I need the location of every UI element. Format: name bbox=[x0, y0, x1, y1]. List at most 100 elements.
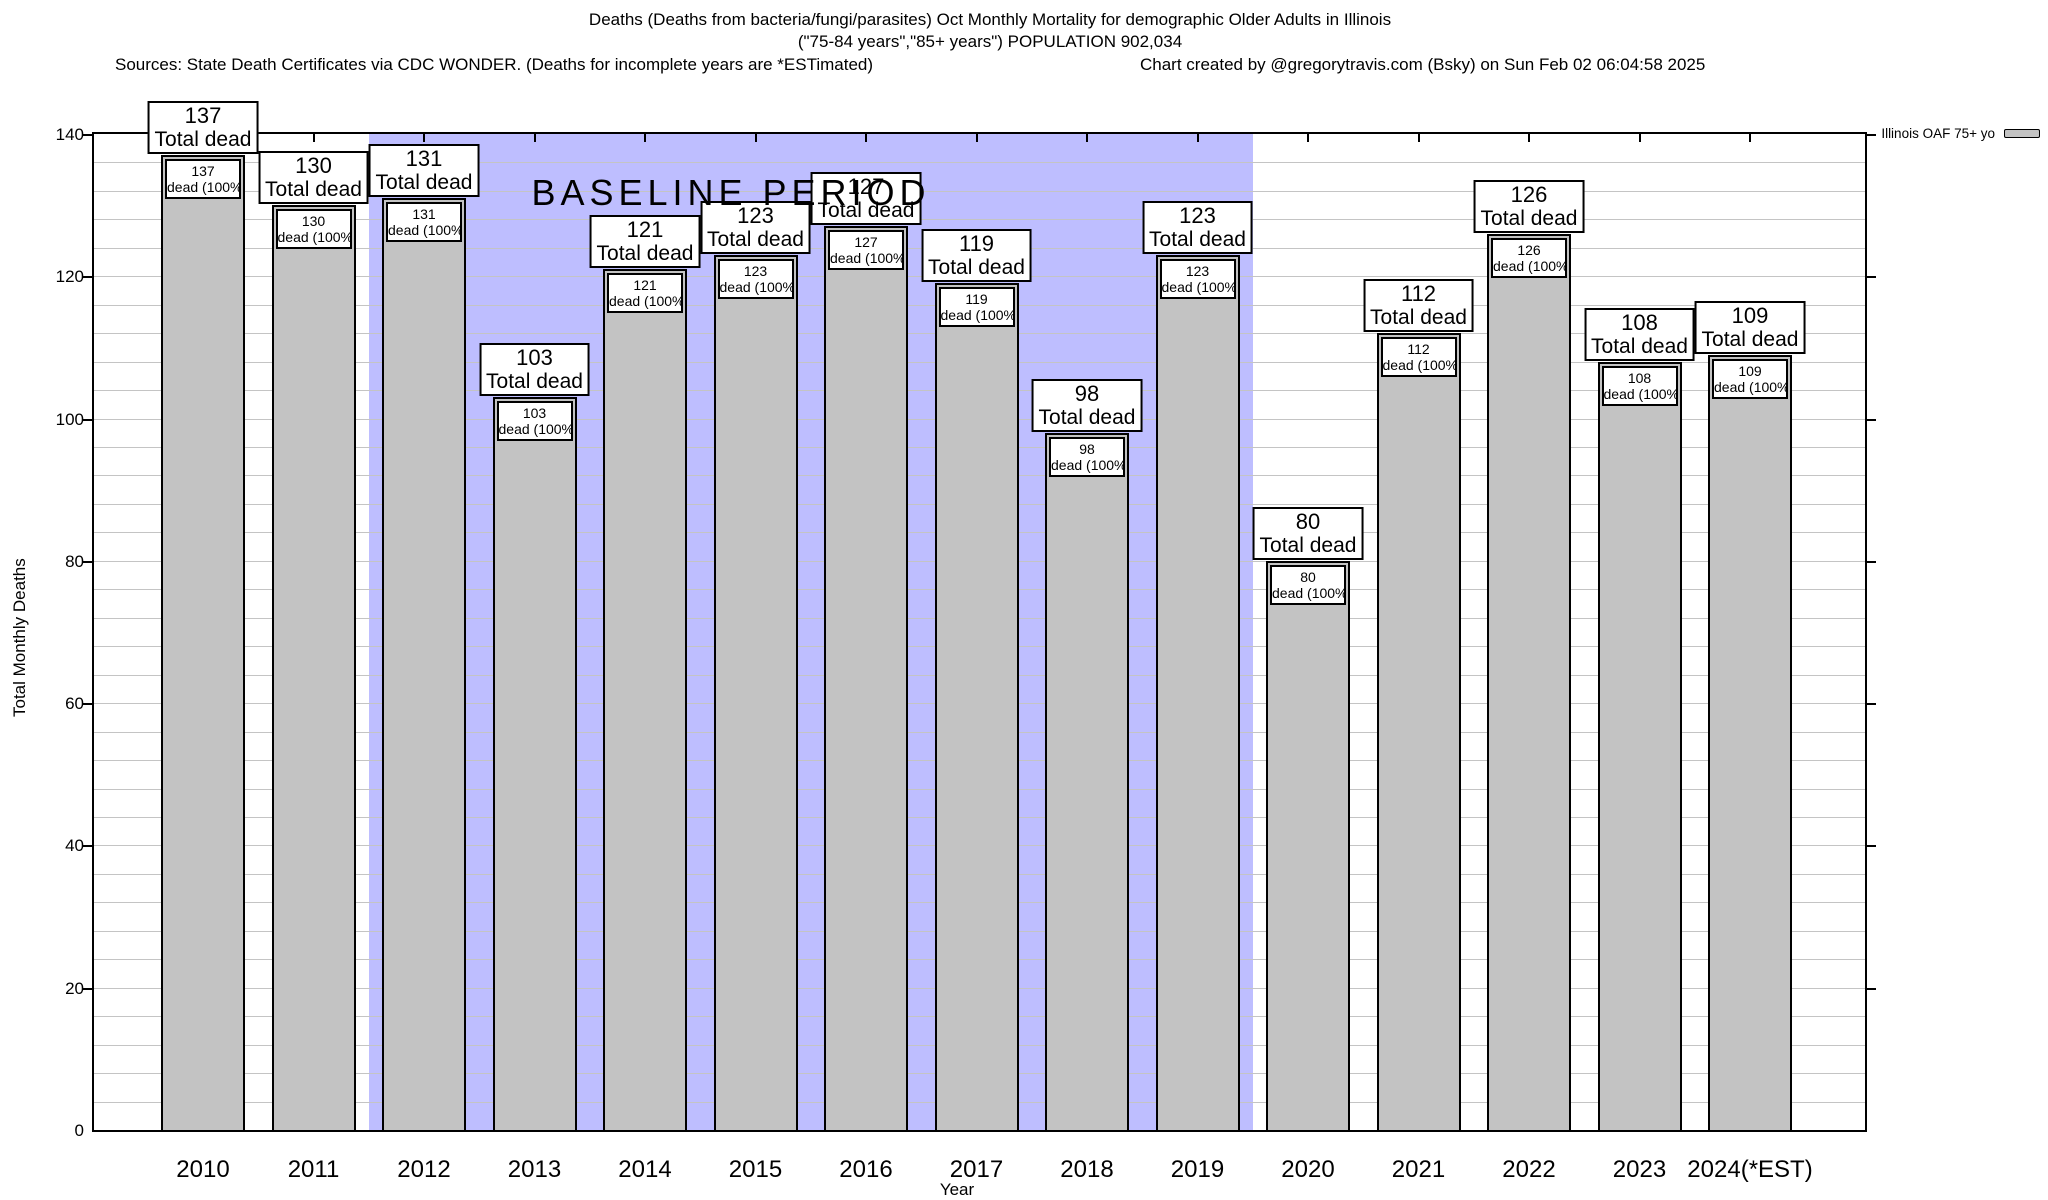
bar-inner-suffix: dead (100%) bbox=[1714, 378, 1788, 395]
y-tick-left bbox=[83, 134, 92, 136]
y-tick-right bbox=[1867, 560, 1876, 563]
bar-top-suffix: Total dead bbox=[1370, 306, 1467, 330]
gridline bbox=[94, 219, 1865, 221]
bar-inner-suffix: dead (100%) bbox=[1382, 357, 1457, 374]
y-tick-left bbox=[83, 703, 92, 706]
x-tick-label-2012: 2012 bbox=[397, 1156, 451, 1183]
bar-2022: 126 dead (100%) bbox=[1487, 233, 1571, 1130]
gridline bbox=[94, 162, 1865, 164]
y-tick-label-40: 40 bbox=[65, 836, 84, 856]
bar-inner-label: 119 dead (100%) bbox=[938, 287, 1015, 328]
x-tick-label-2020: 2020 bbox=[1281, 1156, 1335, 1183]
x-tick-top bbox=[1196, 134, 1199, 142]
bar-inner-suffix: dead (100%) bbox=[1161, 278, 1236, 295]
bar-inner-suffix: dead (100%) bbox=[719, 278, 794, 295]
x-tick-top bbox=[1749, 134, 1751, 142]
x-tick-label-2019: 2019 bbox=[1170, 1156, 1225, 1183]
bar-2012: 131 dead (100%) bbox=[382, 198, 466, 1130]
bar-top-suffix: Total dead bbox=[1480, 206, 1578, 230]
bar-top-suffix: Total dead bbox=[928, 256, 1025, 280]
bar-inner-value: 112 bbox=[1407, 341, 1430, 358]
y-tick-label-120: 120 bbox=[55, 267, 84, 287]
bar-2016: 127 dead (100%) bbox=[824, 226, 908, 1130]
y-tick-left bbox=[83, 418, 92, 421]
y-tick-left bbox=[83, 276, 92, 279]
bar-inner-suffix: dead (100%) bbox=[277, 229, 352, 246]
x-tick-top bbox=[975, 134, 978, 142]
bar-top-label: 103 Total dead bbox=[479, 343, 590, 397]
bar-inner-label: 126 dead (100%) bbox=[1491, 237, 1567, 278]
bar-top-suffix: Total dead bbox=[707, 227, 804, 251]
bar-top-value: 127 bbox=[847, 174, 885, 200]
y-tick-label-100: 100 bbox=[55, 409, 84, 429]
bar-top-value: 130 bbox=[295, 153, 332, 179]
y-tick-right bbox=[1867, 703, 1876, 706]
bar-top-suffix: Total dead bbox=[486, 370, 583, 394]
y-tick-right bbox=[1867, 987, 1876, 990]
bar-top-label: 130 Total dead bbox=[258, 151, 369, 205]
bar-inner-label: 112 dead (100%) bbox=[1380, 337, 1457, 378]
bar-top-value: 108 bbox=[1621, 309, 1658, 335]
bar-inner-label: 127 dead (100%) bbox=[828, 230, 904, 271]
x-tick-top bbox=[423, 134, 425, 142]
chart-title-line1: Deaths (Deaths from bacteria/fungi/paras… bbox=[588, 10, 1392, 29]
bar-2024(*EST): 109 dead (100%) bbox=[1708, 354, 1792, 1130]
bar-inner-value: 123 bbox=[1185, 262, 1210, 279]
bar-top-label: 119 Total dead bbox=[921, 229, 1032, 283]
bar-top-label: 112 Total dead bbox=[1363, 279, 1474, 333]
bar-inner-suffix: dead (100%) bbox=[830, 250, 904, 267]
x-tick-top bbox=[312, 134, 315, 142]
bar-inner-value: 121 bbox=[633, 277, 657, 294]
bar-2017: 119 dead (100%) bbox=[934, 283, 1019, 1130]
bar-top-suffix: Total dead bbox=[1149, 227, 1246, 251]
bar-2015: 123 dead (100%) bbox=[713, 254, 798, 1130]
bar-inner-suffix: dead (100%) bbox=[609, 293, 683, 310]
x-tick-top bbox=[1528, 134, 1530, 142]
bar-top-value: 126 bbox=[1510, 181, 1548, 207]
bar-top-label: 137 Total dead bbox=[147, 101, 259, 155]
gridline bbox=[94, 190, 1865, 192]
bar-inner-label: 109 dead (100%) bbox=[1712, 358, 1788, 399]
bar-top-label: 127 Total dead bbox=[810, 172, 922, 226]
bar-inner-value: 130 bbox=[301, 213, 326, 230]
bar-inner-value: 123 bbox=[743, 262, 768, 279]
bar-inner-value: 103 bbox=[522, 405, 547, 422]
bar-top-suffix: Total dead bbox=[817, 199, 915, 223]
bar-inner-value: 108 bbox=[1627, 369, 1652, 386]
y-tick-label-140: 140 bbox=[55, 125, 84, 144]
bar-inner-value: 80 bbox=[1300, 568, 1316, 585]
bar-top-label: 123 Total dead bbox=[1142, 200, 1253, 254]
bar-top-label: 126 Total dead bbox=[1473, 179, 1585, 233]
x-tick-label-2018: 2018 bbox=[1060, 1156, 1114, 1183]
x-tick-label-2015: 2015 bbox=[728, 1156, 783, 1183]
bar-inner-suffix: dead (100%) bbox=[1272, 584, 1346, 601]
bar-inner-suffix: dead (100%) bbox=[1493, 257, 1567, 274]
bar-top-label: 80 Total dead bbox=[1252, 506, 1364, 560]
x-tick-label-2023: 2023 bbox=[1612, 1156, 1667, 1183]
y-tick-right bbox=[1867, 134, 1876, 136]
y-tick-right bbox=[1867, 276, 1876, 279]
bar-2013: 103 dead (100%) bbox=[492, 397, 577, 1130]
bar-2023: 108 dead (100%) bbox=[1597, 361, 1682, 1130]
x-tick-top bbox=[533, 134, 536, 142]
bar-inner-value: 137 bbox=[191, 163, 215, 180]
y-tick-label-0: 0 bbox=[74, 1121, 84, 1140]
bar-inner-value: 119 bbox=[965, 291, 988, 308]
bar-2011: 130 dead (100%) bbox=[271, 205, 356, 1130]
y-tick-right bbox=[1867, 418, 1876, 421]
bar-top-value: 112 bbox=[1400, 281, 1437, 307]
legend-swatch bbox=[2004, 129, 2040, 138]
bar-inner-suffix: dead (100%) bbox=[940, 307, 1015, 324]
bar-inner-suffix: dead (100%) bbox=[167, 179, 241, 196]
bar-inner-label: 103 dead (100%) bbox=[496, 401, 573, 442]
bar-inner-label: 121 dead (100%) bbox=[607, 273, 683, 314]
bar-top-label: 109 Total dead bbox=[1694, 300, 1806, 354]
bar-inner-label: 80 dead (100%) bbox=[1270, 564, 1346, 605]
bar-top-value: 103 bbox=[516, 345, 553, 371]
bar-top-suffix: Total dead bbox=[265, 178, 362, 202]
x-tick-top bbox=[865, 134, 867, 142]
x-tick-label-2016: 2016 bbox=[839, 1156, 893, 1183]
bar-inner-value: 126 bbox=[1517, 241, 1541, 258]
bar-2019: 123 dead (100%) bbox=[1155, 254, 1240, 1130]
legend: Illinois OAF 75+ yo bbox=[1881, 126, 2040, 141]
